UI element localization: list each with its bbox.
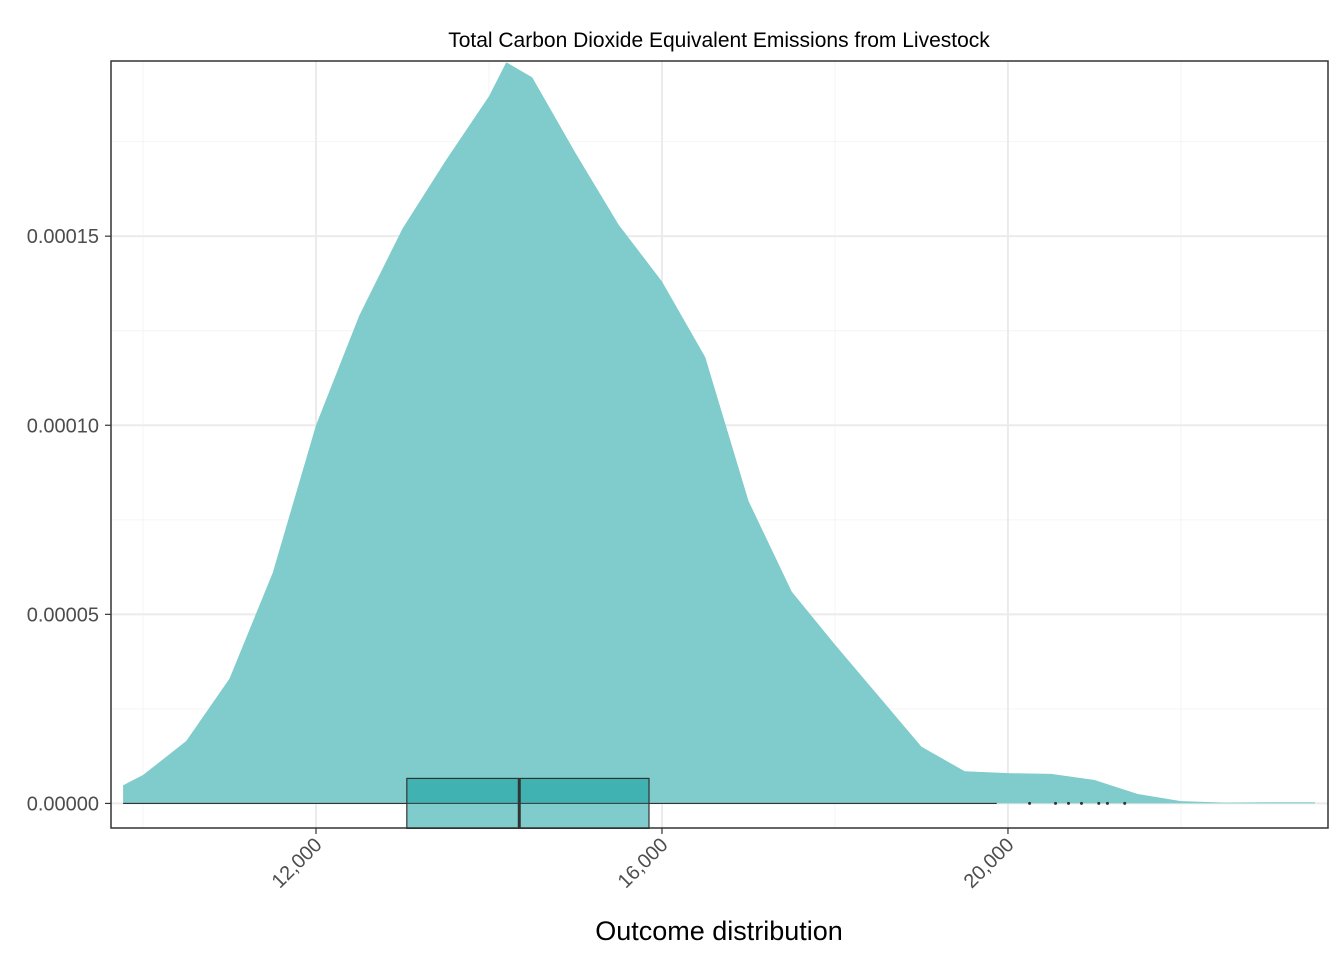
y-tick-label: 0.00015 xyxy=(27,226,99,248)
y-tick-label: 0.00000 xyxy=(27,793,99,815)
density-area xyxy=(123,62,1316,804)
box-lower-half xyxy=(406,803,650,829)
x-axis-title: Outcome distribution xyxy=(595,916,843,946)
plot-panel xyxy=(110,60,1329,830)
outlier-point xyxy=(1079,801,1083,805)
panel-border xyxy=(110,60,1329,829)
chart-title: Total Carbon Dioxide Equivalent Emission… xyxy=(448,29,990,52)
outlier-point xyxy=(1028,801,1032,805)
outlier-point xyxy=(1105,801,1109,805)
outlier-point xyxy=(1054,801,1058,805)
y-tick-label: 0.00010 xyxy=(27,415,99,437)
y-tick-label: 0.00005 xyxy=(27,604,99,626)
outlier-point xyxy=(1067,801,1071,805)
x-tick-label: 16,000 xyxy=(614,834,673,893)
outlier-point xyxy=(1097,801,1101,805)
box-upper-half xyxy=(406,778,650,804)
outlier-point xyxy=(1123,801,1127,805)
x-tick-label: 12,000 xyxy=(268,834,327,893)
x-tick-label: 20,000 xyxy=(960,834,1019,893)
